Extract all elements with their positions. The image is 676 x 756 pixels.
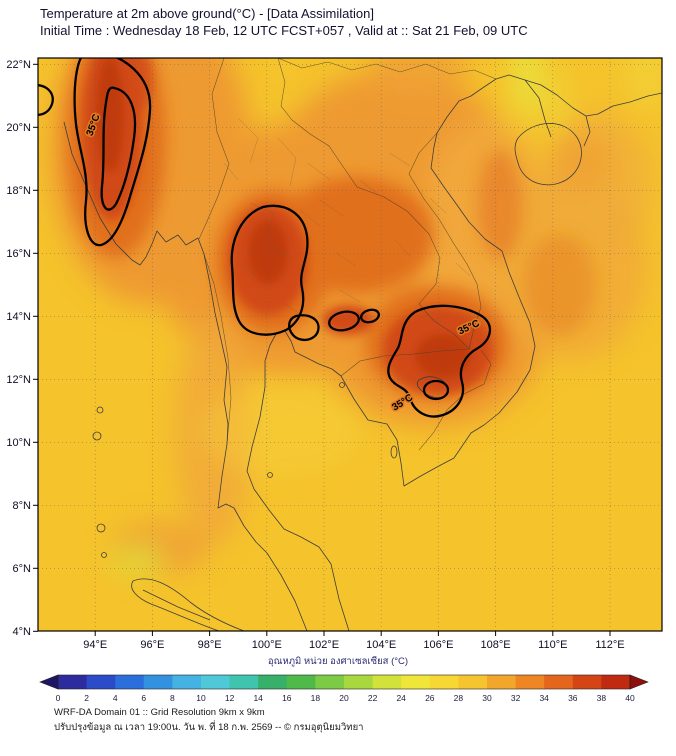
colorbar-tick-label: 2: [84, 693, 89, 703]
footer-domain-info: WRF-DA Domain 01 :: Grid Resolution 9km …: [54, 707, 265, 718]
colorbar-tick-label: 8: [170, 693, 175, 703]
contour-35c-pocket-1: [328, 310, 360, 332]
footer: WRF-DA Domain 01 :: Grid Resolution 9km …: [54, 705, 363, 735]
colorbar-tick-label: 32: [511, 693, 521, 703]
colorbar-segment: [401, 675, 431, 689]
y-tick-label: 12°N: [6, 374, 31, 386]
colorbar-segment: [515, 675, 545, 689]
contour-35c-myanmar-inner: [100, 86, 137, 211]
coastline-myanmar-thailand: [63, 121, 308, 631]
footer-update-info: ปรับปรุงข้อมูล ณ เวลา 19:00น. วัน พ. ที่…: [54, 722, 364, 733]
colorbar-segment: [58, 675, 88, 689]
colorbar-segment: [286, 675, 316, 689]
colorbar-tick-label: 20: [339, 693, 349, 703]
colorbar-tick-label: 18: [311, 693, 321, 703]
temperature-contours: [38, 58, 492, 418]
contour-35c-central-appendage: [288, 314, 320, 342]
colorbar-tick-label: 24: [396, 693, 406, 703]
x-tick-label: 102°E: [309, 639, 339, 651]
country-borders: [198, 58, 497, 451]
colorbar-tick-label: 38: [597, 693, 607, 703]
colorbar-segment: [372, 675, 402, 689]
contour-35c-central-thailand: [230, 204, 309, 336]
colorbar-segment: [601, 675, 631, 689]
colorbar-outline: [57, 674, 631, 690]
colorbar-segment: [429, 675, 459, 689]
y-tick-label: 22°N: [6, 59, 31, 71]
colorbar-tick-label: 16: [282, 693, 292, 703]
colorbar-title: อุณหภูมิ หน่วย องศาเซลเซียส (°C): [267, 656, 409, 667]
y-tick-label: 10°N: [6, 437, 31, 449]
coastline-gulf-vietnam: [246, 74, 552, 631]
hottest-field-layer: [82, 58, 493, 394]
x-tick-label: 108°E: [481, 639, 511, 651]
colorbar-segment: [201, 675, 231, 689]
colorbar-tick-label: 30: [482, 693, 492, 703]
colorbar-tick-label: 6: [141, 693, 146, 703]
colorbar-tick-label: 36: [568, 693, 578, 703]
coastline-hainan: [514, 123, 582, 186]
x-tick-label: 106°E: [423, 639, 453, 651]
islands: [92, 382, 398, 558]
temperature-map: 35°C 35°C 35°C 94°E 96°E 98°E 100°E 102°E 104…: [6, 57, 663, 651]
colorbar-tick-label: 12: [225, 693, 235, 703]
graticule: [38, 58, 662, 631]
x-tick-label: 96°E: [140, 639, 164, 651]
contour-35c-myanmar-outer: [73, 58, 152, 247]
colorbar-segment: [229, 675, 259, 689]
colorbar-segment: [572, 675, 602, 689]
coastline-sumatra: [131, 578, 245, 631]
colorbar-segment: [544, 675, 574, 689]
x-tick-label: 112°E: [595, 639, 624, 651]
colorbar-tick-label: 40: [625, 693, 635, 703]
contour-35c-left-edge: [38, 84, 54, 116]
contour-35c-cambodia-outer: [387, 304, 492, 418]
x-tick-label: 94°E: [83, 639, 107, 651]
colorbar-segment: [258, 675, 288, 689]
colorbar-tick-label: 26: [425, 693, 435, 703]
x-tick-label: 110°E: [538, 639, 567, 651]
page-subtitle: Initial Time : Wednesday 18 Feb, 12 UTC …: [40, 23, 528, 38]
colorbar-segment: [315, 675, 345, 689]
colorbar: 0 2 4 6 8 10 12 14 16 18 20 22 24 26 28 30 32 34 36 38 40: [39, 674, 649, 703]
colorbar-left-arrow: [39, 674, 59, 690]
contour-35c-cambodia-inner: [422, 379, 450, 401]
contour-35c-pocket-2: [360, 308, 380, 324]
colorbar-segment: [115, 675, 145, 689]
colorbar-tick-label: 34: [539, 693, 549, 703]
colorbar-segment: [86, 675, 116, 689]
y-tick-label: 14°N: [6, 311, 31, 323]
colorbar-segment: [143, 675, 173, 689]
header: Temperature at 2m above ground(°C) - [Da…: [40, 5, 528, 39]
x-tick-label: 98°E: [198, 639, 222, 651]
colorbar-segment: [458, 675, 488, 689]
y-tick-label: 6°N: [13, 563, 32, 575]
colorbar-tick-label: 22: [368, 693, 378, 703]
colorbar-segment: [487, 675, 517, 689]
colorbar-segment: [172, 675, 202, 689]
colorbar-tick-label: 28: [454, 693, 464, 703]
axes: 94°E 96°E 98°E 100°E 102°E 104°E 106°E 108°E 110…: [6, 59, 624, 651]
colorbar-tick-label: 14: [253, 693, 263, 703]
coastline-china: [524, 79, 662, 147]
y-tick-label: 20°N: [6, 122, 31, 134]
y-tick-label: 16°N: [6, 248, 31, 260]
y-tick-label: 18°N: [6, 185, 31, 197]
colorbar-right-arrow: [629, 674, 649, 690]
colorbar-tick-label: 0: [56, 693, 61, 703]
y-tick-label: 4°N: [13, 626, 32, 638]
y-tick-label: 8°N: [13, 500, 32, 512]
colorbar-segment: [344, 675, 374, 689]
x-tick-label: 104°E: [366, 639, 396, 651]
map-plot-area: 35°C 35°C 35°C: [38, 58, 662, 631]
x-tick-label: 100°E: [252, 639, 282, 651]
colorbar-tick-label: 10: [196, 693, 206, 703]
page-title: Temperature at 2m above ground(°C) - [Da…: [40, 6, 374, 21]
colorbar-tick-label: 4: [113, 693, 118, 703]
plot-frame: [37, 57, 663, 632]
